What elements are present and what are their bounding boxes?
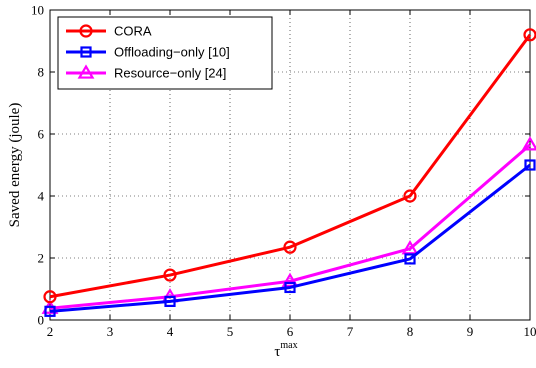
series-line <box>49 33 532 299</box>
x-tick-label: 10 <box>524 324 536 339</box>
legend-item: Offloading−only [10] <box>66 45 230 60</box>
data-point <box>283 240 297 254</box>
data-point <box>404 253 416 265</box>
data-point <box>77 64 95 79</box>
x-tick-label: 4 <box>167 324 174 339</box>
y-axis-label: Saved energy (joule) <box>7 103 23 228</box>
legend-item: Resource−only [24] <box>66 64 226 81</box>
x-axis-label: τmax <box>274 340 297 360</box>
data-point <box>401 240 419 255</box>
data-point <box>521 136 536 151</box>
data-point <box>284 281 296 294</box>
y-tick-label: 0 <box>38 313 45 328</box>
series-line <box>49 143 531 310</box>
data-point <box>524 159 536 171</box>
data-point <box>44 305 56 317</box>
legend-label: Resource−only [24] <box>114 66 226 81</box>
data-point <box>79 24 93 38</box>
series-square <box>44 159 536 317</box>
y-tick-label: 10 <box>31 3 44 18</box>
legend-item: CORA <box>66 24 152 39</box>
x-tick-label: 5 <box>227 324 234 339</box>
data-point <box>281 272 299 287</box>
data-point <box>80 46 92 58</box>
y-tick-label: 2 <box>38 251 45 266</box>
data-point <box>164 295 176 307</box>
series-group <box>41 28 536 317</box>
legend-label: Offloading−only [10] <box>114 45 230 60</box>
series-line <box>49 163 531 313</box>
legend: CORA Offloading−only [10] Resource−only [2… <box>57 16 273 90</box>
x-tick-label: 2 <box>47 324 54 339</box>
x-tick-label: 7 <box>347 324 354 339</box>
data-point <box>163 268 177 282</box>
y-tick-label: 8 <box>38 65 45 80</box>
series-circle <box>43 28 536 304</box>
y-tick-label: 4 <box>38 189 45 204</box>
legend-label: CORA <box>114 24 152 39</box>
data-point <box>43 290 57 304</box>
x-tick-label: 9 <box>467 324 474 339</box>
x-tick-label: 8 <box>407 324 414 339</box>
data-point <box>403 189 417 203</box>
y-tick-label: 6 <box>38 127 45 142</box>
x-tick-label: 6 <box>287 324 294 339</box>
x-tick-label: 3 <box>107 324 114 339</box>
